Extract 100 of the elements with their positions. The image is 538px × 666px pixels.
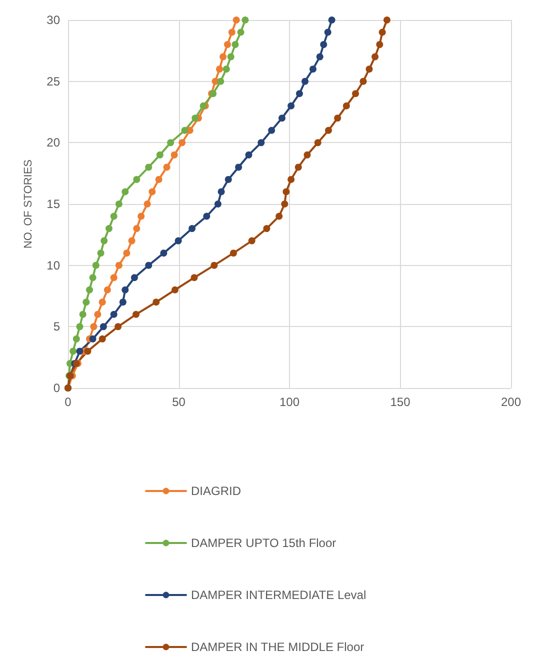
y-axis-title: NO. OF STORIES xyxy=(22,159,34,249)
point xyxy=(242,16,249,24)
point xyxy=(70,348,77,355)
point xyxy=(320,41,328,48)
point xyxy=(152,298,160,306)
point xyxy=(163,164,170,171)
point xyxy=(372,53,378,60)
point xyxy=(132,310,140,318)
point xyxy=(203,212,210,220)
legend-label: DAMPER INTERMEDIATE Leval xyxy=(191,588,366,602)
point xyxy=(98,335,106,342)
point xyxy=(342,102,350,110)
point xyxy=(245,151,252,158)
legend-label: DAMPER IN THE MIDDLE Floor xyxy=(191,640,364,654)
point xyxy=(156,151,164,158)
point xyxy=(281,200,288,208)
point xyxy=(167,139,174,146)
point xyxy=(222,66,230,73)
x-tick-label: 200 xyxy=(500,395,522,409)
point xyxy=(110,212,118,220)
point xyxy=(314,139,322,146)
point xyxy=(133,225,140,232)
point xyxy=(171,286,178,294)
point xyxy=(148,188,156,196)
point xyxy=(288,176,295,183)
point xyxy=(228,28,236,36)
point xyxy=(105,225,112,232)
y-tick-label: 30 xyxy=(46,13,60,27)
point xyxy=(90,323,98,330)
point xyxy=(309,66,316,73)
point xyxy=(119,298,126,306)
point xyxy=(360,78,367,85)
point xyxy=(170,151,178,158)
point xyxy=(110,274,118,282)
point xyxy=(218,188,225,196)
point xyxy=(216,66,224,73)
point xyxy=(278,114,286,122)
point xyxy=(210,262,218,269)
point xyxy=(227,53,234,60)
point xyxy=(366,66,373,73)
y-tick-label: 20 xyxy=(46,136,60,150)
point xyxy=(128,237,136,244)
point xyxy=(123,250,130,257)
point xyxy=(237,28,244,36)
point xyxy=(383,16,390,24)
point xyxy=(268,126,276,134)
point xyxy=(110,310,118,318)
point xyxy=(214,200,222,208)
point xyxy=(263,225,270,232)
x-tick-label: 50 xyxy=(172,395,186,409)
point xyxy=(155,176,162,183)
point xyxy=(324,126,332,134)
point xyxy=(76,323,84,330)
point xyxy=(79,310,86,318)
x-tick-label: 150 xyxy=(390,395,411,409)
point xyxy=(328,16,336,24)
point xyxy=(144,200,151,208)
point xyxy=(224,41,231,48)
point xyxy=(97,250,104,257)
point xyxy=(288,102,295,110)
point xyxy=(130,274,138,282)
point xyxy=(324,28,332,36)
point xyxy=(133,176,140,183)
point xyxy=(100,237,108,244)
point xyxy=(316,53,324,60)
point xyxy=(145,262,152,269)
legend-label: DAMPER UPTO 15th Floor xyxy=(191,536,336,550)
point xyxy=(276,212,283,220)
point xyxy=(232,41,239,48)
legend-label: DIAGRID xyxy=(191,484,242,498)
point xyxy=(94,310,102,318)
point xyxy=(235,164,242,171)
point xyxy=(174,237,182,244)
point xyxy=(230,250,237,257)
point xyxy=(122,188,129,196)
point xyxy=(294,164,302,171)
point xyxy=(232,16,240,24)
point xyxy=(181,126,188,134)
point xyxy=(89,274,96,282)
point xyxy=(220,53,227,60)
point xyxy=(114,323,122,330)
point xyxy=(352,90,360,98)
point xyxy=(190,274,198,282)
y-tick-label: 5 xyxy=(53,320,60,334)
point xyxy=(160,250,168,257)
point xyxy=(224,176,232,183)
point xyxy=(115,200,122,208)
point xyxy=(217,78,224,85)
point xyxy=(122,286,129,294)
point xyxy=(76,348,84,355)
point xyxy=(72,335,80,342)
point xyxy=(178,139,186,146)
point xyxy=(82,298,90,306)
point xyxy=(376,41,384,48)
y-tick-label: 15 xyxy=(46,197,60,211)
point xyxy=(89,335,96,342)
point xyxy=(104,286,111,294)
y-tick-label: 0 xyxy=(53,381,60,395)
point xyxy=(115,262,122,269)
point xyxy=(302,78,309,85)
